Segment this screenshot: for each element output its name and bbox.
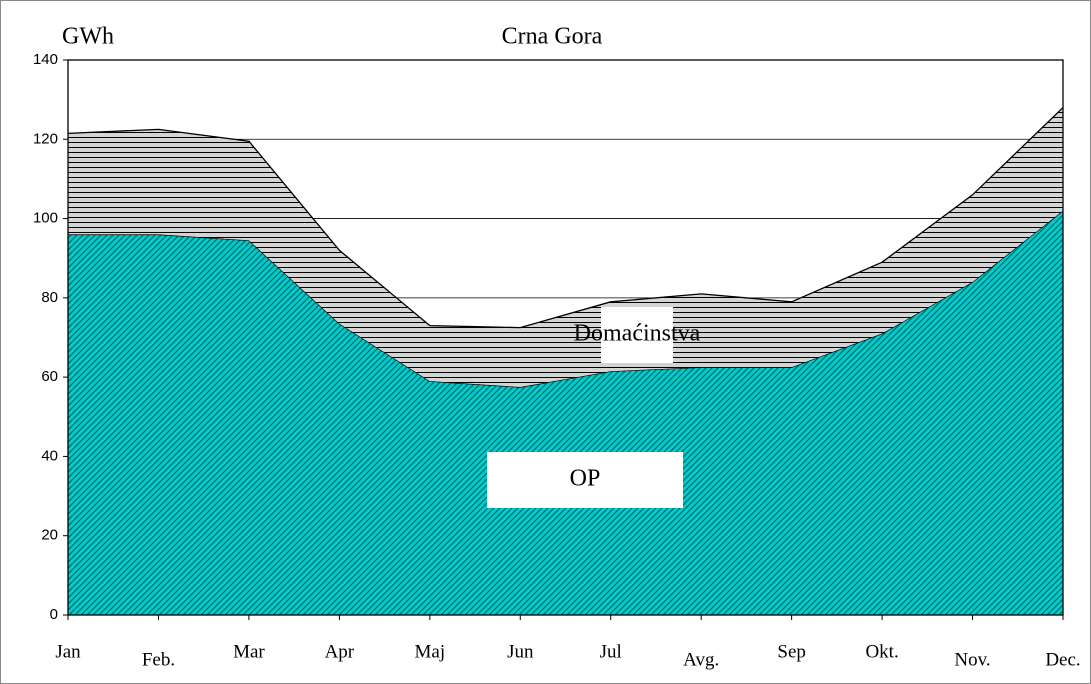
area [68,107,1063,388]
x-tick-label: Maj [415,641,446,662]
y-tick-label: 140 [33,51,58,68]
y-tick-label: 20 [41,527,58,544]
x-tick-label: Sep [777,641,806,662]
x-tick-label: Avg. [683,649,719,670]
area-edge [67,107,1064,329]
series-label: OP [570,466,601,492]
x-tick-label: Apr [325,641,355,662]
y-tick-label: 0 [50,606,58,623]
x-tick-label: Mar [233,641,265,662]
y-tick-label: 80 [41,289,58,306]
series-label-box [601,307,673,363]
area [68,210,1063,615]
y-tick-label: 40 [41,447,58,464]
y-tick-label: 60 [41,368,58,385]
x-tick-label: Jun [507,641,534,662]
x-tick-label: Dec. [1045,649,1080,670]
series-label-box [487,452,683,508]
plot-border [67,59,1064,616]
y-axis-label: GWh [62,24,114,50]
x-tick-label: Feb. [142,649,175,670]
x-tick-label: Jan [55,641,81,662]
chart-title: Crna Gora [502,24,603,50]
series-label: Domaćinstva [574,321,701,347]
x-tick-label: Jul [600,641,622,662]
x-tick-label: Nov. [954,649,990,670]
y-tick-label: 100 [33,210,58,227]
y-tick-label: 120 [33,130,58,147]
x-tick-label: Okt. [865,641,898,662]
